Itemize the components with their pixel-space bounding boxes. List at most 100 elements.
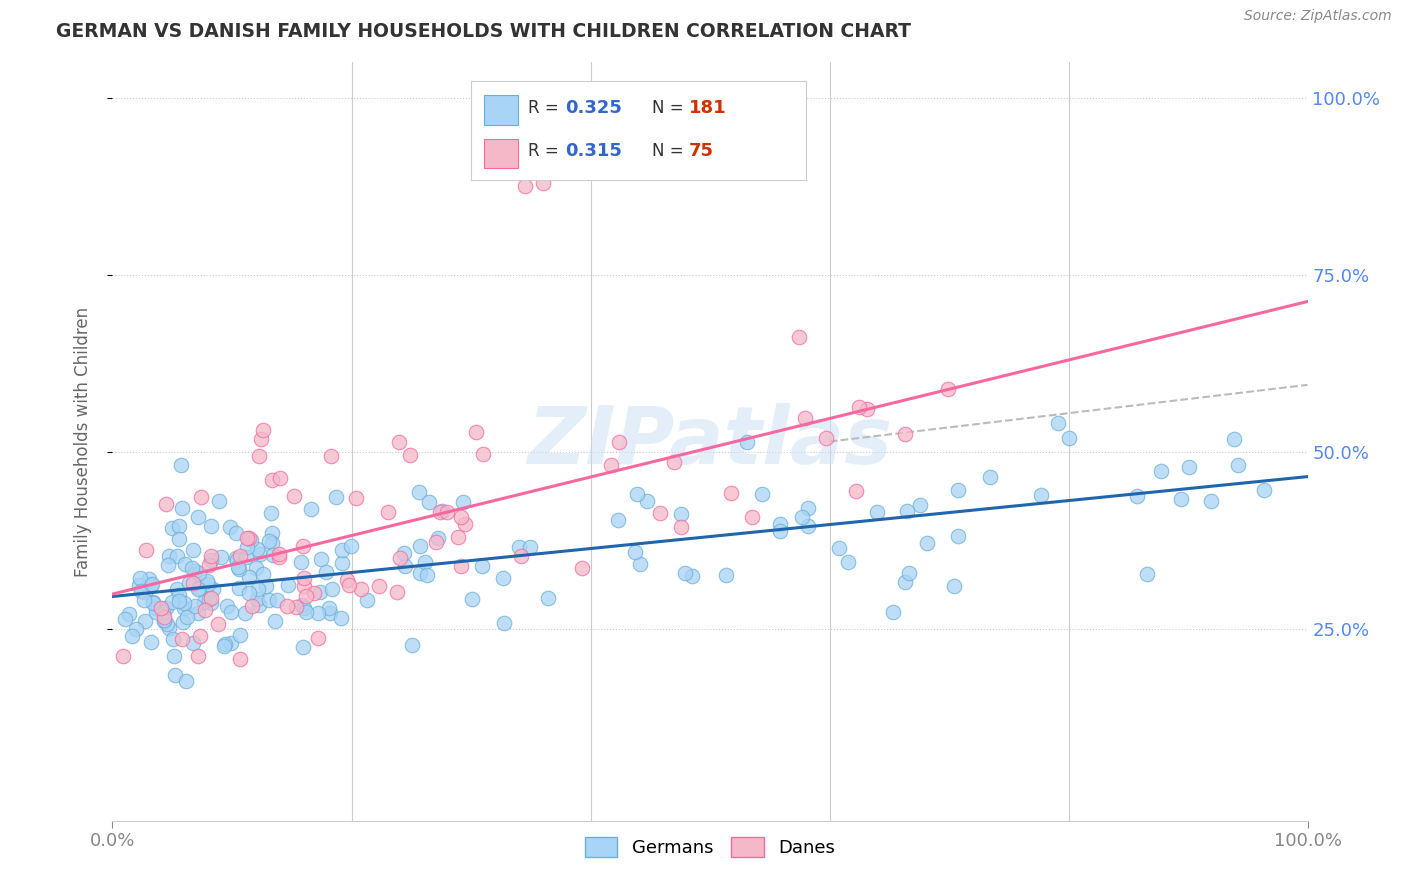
Point [200,591,222,606]
Point [200,519,222,533]
Point [309,584,332,599]
Point [112,648,135,663]
Point [229,651,252,665]
Point [367,579,389,593]
Point [252,423,274,437]
Point [167,518,190,533]
Point [188,566,211,581]
Point [292,601,315,615]
Point [228,581,250,595]
Point [295,606,318,620]
Point [1222,432,1244,446]
Point [239,533,262,547]
Point [134,614,156,628]
Point [1199,494,1222,508]
Point [377,505,399,519]
Point [142,596,165,610]
Point [166,582,188,596]
Point [681,568,703,582]
Point [673,566,696,580]
Point [142,595,165,609]
Point [226,560,249,574]
Legend: Germans, Danes: Germans, Danes [578,830,842,864]
Point [277,578,299,592]
Point [193,603,215,617]
Point [169,587,191,601]
Point [741,510,763,524]
Point [193,595,215,609]
Point [894,426,917,441]
Point [160,595,183,609]
Point [195,574,218,588]
Point [471,558,494,573]
Point [174,673,197,688]
Point [155,497,177,511]
Point [173,557,195,571]
Point [461,592,484,607]
Point [153,613,176,627]
Point [257,592,280,607]
Point [121,629,143,643]
Point [167,533,190,547]
Point [388,434,411,449]
Point [186,606,208,620]
Point [264,614,287,628]
Point [267,549,290,564]
Point [160,521,183,535]
Point [188,629,211,643]
Point [307,606,329,620]
Text: Source: ZipAtlas.com: Source: ZipAtlas.com [1244,9,1392,23]
Point [751,487,773,501]
Point [908,498,931,512]
Point [321,582,343,596]
Point [1253,483,1275,497]
Point [882,605,904,619]
Point [896,504,918,518]
Point [114,612,136,626]
Point [155,601,177,615]
Point [720,486,742,500]
Point [432,503,454,517]
Point [229,628,252,642]
Point [152,610,174,624]
Point [828,541,851,555]
Point [200,549,222,563]
Point [769,516,792,531]
Point [1150,464,1173,478]
Text: ZIPatlas: ZIPatlas [527,402,893,481]
Point [394,559,416,574]
Point [266,593,288,607]
Point [451,494,474,508]
Point [292,579,315,593]
Point [416,567,439,582]
Point [917,535,939,549]
Point [240,599,263,613]
Point [979,470,1001,484]
Point [221,605,243,619]
Point [845,483,868,498]
Point [1029,488,1052,502]
Point [492,571,515,585]
Point [235,549,257,564]
Point [793,411,815,425]
Point [429,505,451,519]
Point [648,506,671,520]
Point [735,435,758,450]
Point [128,578,150,592]
Point [714,568,737,582]
Point [162,632,184,647]
Point [626,487,648,501]
Point [225,550,247,565]
Point [260,506,283,520]
Point [236,531,259,545]
Point [187,582,209,597]
Point [269,471,291,485]
Point [894,575,917,590]
Point [176,609,198,624]
Point [623,545,645,559]
Point [409,566,432,581]
Point [413,555,436,569]
Point [309,551,332,566]
Point [815,431,838,445]
Point [276,599,298,614]
